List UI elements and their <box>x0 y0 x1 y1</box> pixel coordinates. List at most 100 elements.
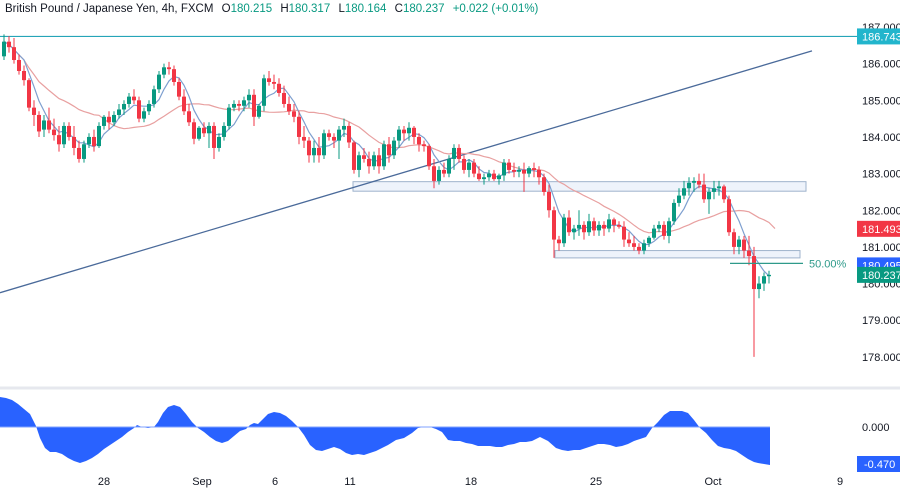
candle-body <box>37 114 41 132</box>
candle-body <box>737 239 741 247</box>
candle-body <box>267 78 271 82</box>
candle-body <box>697 180 701 185</box>
candle-body <box>77 147 81 159</box>
candle-body <box>367 158 371 167</box>
candle-body <box>2 41 6 57</box>
time-axis-label: Sep <box>192 476 212 488</box>
time-axis-label: 18 <box>465 476 477 488</box>
price-zone[interactable] <box>554 250 801 259</box>
candle-body <box>602 224 606 229</box>
candle-body <box>327 133 331 137</box>
candle-body <box>227 107 231 126</box>
candle-body <box>252 94 256 117</box>
candle-body <box>382 144 386 167</box>
time-axis[interactable]: 28 Sep 6 11 18 25 Oct 9 <box>98 476 843 488</box>
candle-body <box>72 136 76 148</box>
candle-body <box>452 147 456 159</box>
candle-body <box>172 69 176 82</box>
candle-body <box>47 120 51 130</box>
candle-body <box>717 186 721 189</box>
price-zone[interactable] <box>352 181 807 192</box>
candle-body <box>532 168 536 170</box>
candle-body <box>362 155 366 159</box>
change-value: +0.022 (+0.01%) <box>452 3 539 15</box>
oscillator-value-label: -0.470 <box>864 459 895 471</box>
candle-body <box>157 74 161 90</box>
candle-body <box>7 41 11 48</box>
candle-body <box>87 136 91 145</box>
candle-body <box>297 116 301 137</box>
candle-body <box>307 140 311 156</box>
candle-body <box>232 103 236 108</box>
candle-body <box>437 169 441 181</box>
candle-body <box>102 116 106 126</box>
candle-body <box>612 219 616 225</box>
candle-body <box>187 111 191 123</box>
candle-body <box>337 129 341 141</box>
low-value: 180.164 <box>344 3 387 15</box>
candle-body <box>427 146 431 167</box>
trendline[interactable] <box>0 50 813 294</box>
candle-body <box>467 162 471 170</box>
candle-body <box>57 135 61 145</box>
price-axis-label: 182.000 <box>862 205 900 217</box>
candle-body <box>677 195 681 203</box>
candle-body <box>522 169 526 174</box>
candle-body <box>517 169 521 172</box>
candle-body <box>132 96 136 101</box>
candle-body <box>537 169 541 178</box>
candle-body <box>482 177 486 180</box>
candle-body <box>617 224 621 227</box>
candle-body <box>272 81 276 84</box>
oscillator-pane <box>0 397 770 465</box>
candle-body <box>242 100 246 106</box>
candle-body <box>682 188 686 196</box>
candle-body <box>547 191 551 211</box>
candle-body <box>762 276 766 284</box>
support-resistance-zones <box>352 181 807 259</box>
price-axis[interactable]: 187.000186.000185.000184.000183.000182.0… <box>857 22 900 364</box>
open-value: 180.215 <box>230 3 273 15</box>
time-axis-label: Oct <box>704 476 721 488</box>
candle-body <box>577 224 581 229</box>
candle-body <box>527 168 531 174</box>
low-label: L <box>338 3 345 15</box>
candle-body <box>512 169 516 172</box>
candle-body <box>217 136 221 148</box>
candle-body <box>62 125 66 145</box>
oscillator-axis[interactable]: 0.000 -0.470 <box>857 422 900 472</box>
fibonacci-50-level[interactable]: 50.00% <box>730 258 847 270</box>
time-axis-label: 6 <box>272 476 278 488</box>
candle-body <box>32 107 36 115</box>
candle-body <box>667 221 671 236</box>
candle-body <box>162 67 166 75</box>
candle-body <box>542 177 546 192</box>
candle-body <box>722 186 726 200</box>
candle-body <box>277 83 281 93</box>
candlestick-series <box>2 34 771 357</box>
candle-body <box>702 184 706 200</box>
price-axis-label: 178.000 <box>862 352 900 364</box>
candle-body <box>287 103 291 112</box>
candle-body <box>642 243 646 251</box>
ascending-trendline[interactable] <box>0 50 813 294</box>
price-axis-label: 183.000 <box>862 169 900 181</box>
candle-body <box>322 133 326 156</box>
candle-body <box>472 162 476 174</box>
candle-body <box>352 142 356 170</box>
candle-body <box>557 239 561 244</box>
oscillator-value-tag <box>857 456 900 472</box>
candle-body <box>182 96 186 112</box>
candle-body <box>262 78 266 106</box>
candle-body <box>507 162 511 170</box>
candle-body <box>622 226 626 240</box>
close-label: C <box>394 3 403 15</box>
oscillator-area <box>0 397 770 465</box>
candle-body <box>627 239 631 244</box>
high-value: 180.317 <box>288 3 331 15</box>
candle-body <box>152 89 156 104</box>
candle-body <box>142 111 146 119</box>
time-axis-label: 9 <box>837 476 843 488</box>
candle-body <box>607 219 611 229</box>
